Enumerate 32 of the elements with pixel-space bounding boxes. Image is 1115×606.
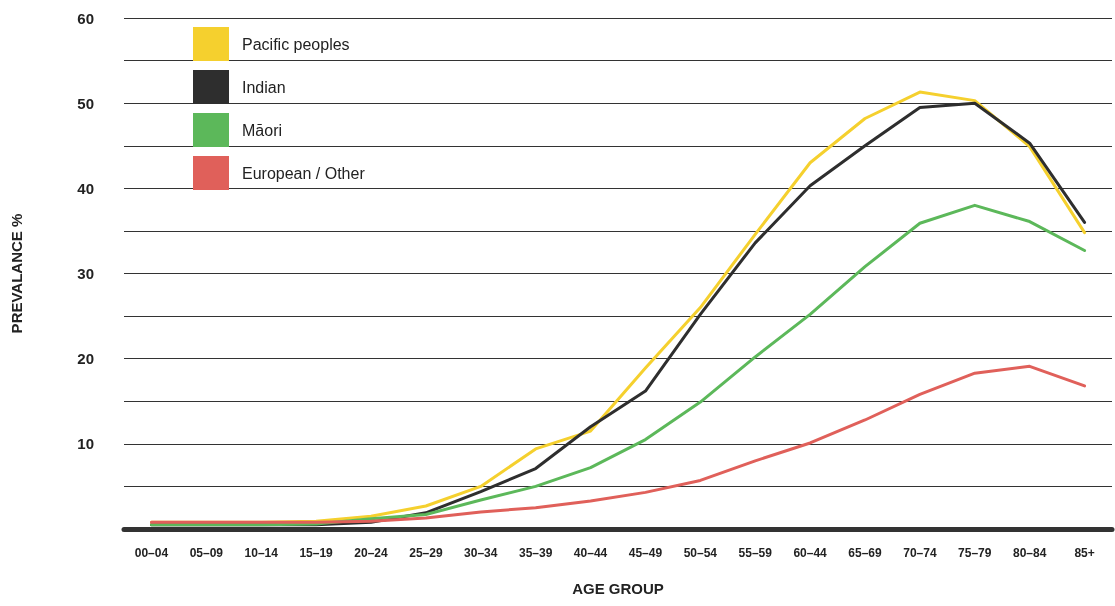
line-series <box>149 203 1087 527</box>
x-tick-label: 45–49 <box>628 546 663 560</box>
x-axis-title: AGE GROUP <box>572 580 664 597</box>
x-tick-label: 65–69 <box>848 546 883 560</box>
x-tick-label: 00–04 <box>134 546 169 560</box>
x-tick-label: 70–74 <box>903 546 937 560</box>
legend-label: Māori <box>242 121 283 139</box>
y-tick-label: 30 <box>77 265 94 282</box>
y-tick-label: 50 <box>77 94 94 112</box>
x-tick-label: 25–29 <box>409 546 443 560</box>
x-tick-label: 75–79 <box>958 546 992 560</box>
x-tick-label: 80–84 <box>1012 546 1047 560</box>
x-tick-label: 50–54 <box>683 546 718 560</box>
y-tick-label: 60 <box>77 9 94 27</box>
line-series <box>149 364 1087 524</box>
x-tick-label: 85+ <box>1074 546 1095 560</box>
x-tick-label: 30–34 <box>464 546 498 560</box>
x-tick-label: 35–39 <box>518 546 553 560</box>
x-tick-label: 15–19 <box>299 546 334 560</box>
x-tick-label: 10–14 <box>244 546 279 560</box>
legend-label: Pacific peoples <box>242 35 350 53</box>
y-tick-label: 20 <box>77 350 94 368</box>
legend-label: Indian <box>242 78 286 96</box>
legend-label: European / Other <box>242 164 366 182</box>
x-tick-label: 20–24 <box>354 546 389 560</box>
y-axis-title: PREVALANCE % <box>8 213 25 334</box>
y-tick-label: 10 <box>77 435 94 453</box>
x-tick-label: 60–44 <box>793 546 828 560</box>
x-tick-label: 55–59 <box>738 546 773 560</box>
y-tick-label: 40 <box>77 179 94 197</box>
x-tick-label: 05–09 <box>189 546 224 560</box>
x-tick-label: 40–44 <box>573 546 608 560</box>
